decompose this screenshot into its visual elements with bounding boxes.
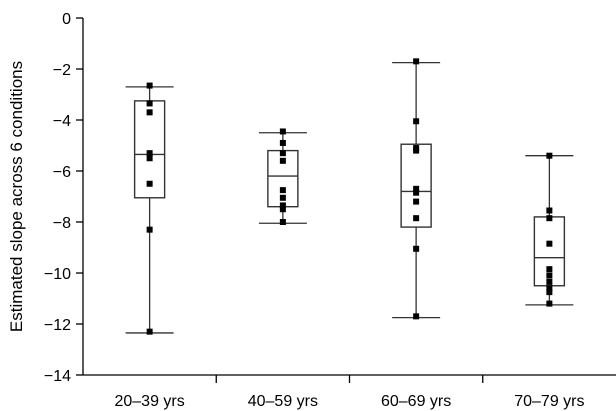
data-point (413, 245, 420, 252)
data-point (279, 202, 286, 209)
data-point (146, 328, 153, 335)
x-tick-label: 60–69 yrs (381, 393, 451, 410)
y-tick-label: −6 (53, 164, 71, 181)
data-point (546, 285, 553, 292)
y-axis: 0 −2 −4 −6 −8 −10 −12 −14 (44, 11, 84, 385)
data-point (413, 313, 420, 320)
data-point (546, 215, 553, 222)
y-tick-label: −4 (53, 113, 71, 130)
data-point (279, 194, 286, 201)
y-tick-label: −14 (44, 368, 71, 385)
data-point (146, 226, 153, 233)
data-point (413, 147, 420, 154)
data-point (279, 206, 286, 213)
data-point (413, 189, 420, 196)
data-point (546, 266, 553, 273)
y-tick-label: −12 (44, 317, 71, 334)
data-point (546, 152, 553, 159)
data-point (279, 219, 286, 225)
y-tick-label: −10 (44, 266, 71, 283)
data-point (413, 185, 420, 192)
data-point (546, 240, 553, 247)
data-point (546, 207, 553, 214)
x-tick-label: 40–59 yrs (248, 393, 318, 410)
x-axis: 20–39 yrs 40–59 yrs 60–69 yrs 70–79 yrs (83, 374, 616, 410)
data-point (146, 150, 153, 157)
data-point (279, 139, 286, 146)
data-point (546, 272, 553, 279)
data-point (279, 157, 286, 164)
box-group (392, 58, 441, 320)
y-tick-label: −8 (53, 215, 71, 232)
boxes (125, 58, 574, 335)
data-point (413, 215, 420, 222)
iqr-box (400, 143, 432, 228)
box-group (525, 152, 574, 307)
y-tick-label: 0 (62, 11, 71, 28)
data-point (413, 198, 420, 205)
x-tick-label: 70–79 yrs (514, 393, 584, 410)
x-tick-label: 20–39 yrs (114, 393, 184, 410)
data-point (279, 128, 286, 135)
data-point (146, 109, 153, 116)
y-axis-title: Estimated slope across 6 conditions (7, 61, 26, 332)
data-point (279, 187, 286, 194)
data-point (546, 289, 553, 296)
data-point (546, 300, 553, 307)
data-point (146, 180, 153, 187)
y-tick-label: −2 (53, 62, 71, 79)
box-group (125, 82, 174, 335)
data-point (146, 155, 153, 162)
data-point (279, 150, 286, 157)
data-point (413, 118, 420, 125)
data-point (546, 278, 553, 285)
data-point (146, 82, 153, 89)
box-group (258, 128, 307, 225)
data-point (413, 58, 420, 65)
data-point (146, 100, 153, 107)
